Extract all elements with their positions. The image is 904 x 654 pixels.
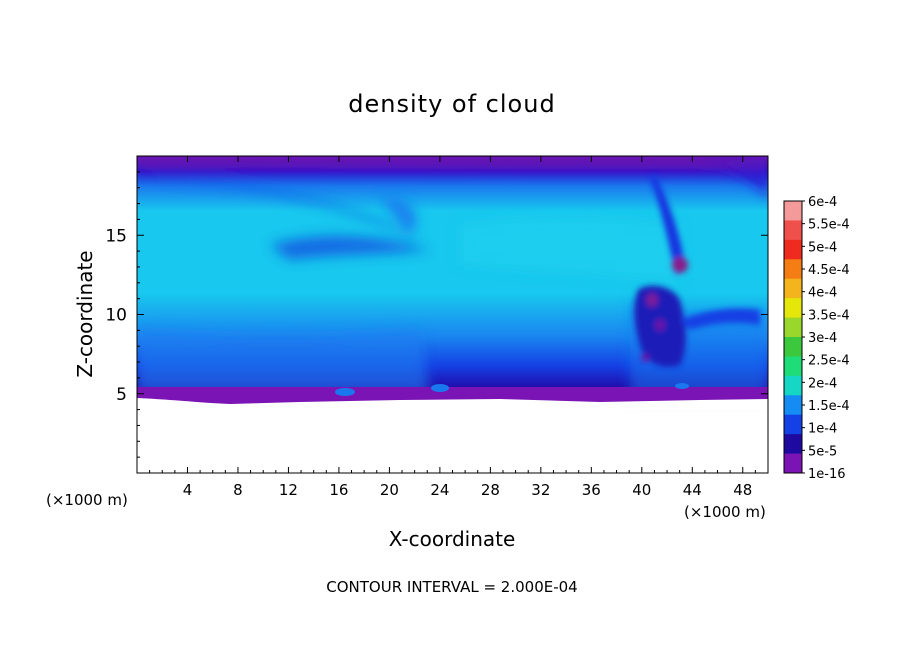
y-tick-label: 10 [105, 306, 127, 326]
x-tick-label: 12 [279, 481, 298, 499]
x-tick-label: 24 [430, 481, 449, 499]
x-tick-label: 32 [531, 481, 550, 499]
colorbar-label: 1e-4 [808, 422, 837, 437]
x-tick-label: 28 [481, 481, 500, 499]
x-tick-label: 48 [733, 481, 752, 499]
x-tick-label: 40 [632, 481, 651, 499]
heatmap-field [137, 156, 768, 410]
colorbar-swatch [784, 278, 802, 299]
colorbar-swatch [784, 220, 802, 241]
colorbar-swatch [784, 434, 802, 455]
x-tick-label: 16 [329, 481, 348, 499]
colorbar-swatch [784, 453, 802, 474]
colorbar-label: 2.5e-4 [808, 354, 850, 369]
colorbar-swatch [784, 239, 802, 260]
colorbar-swatch [784, 201, 802, 221]
y-tick-label: 15 [105, 226, 127, 246]
x-axis: 4 8 12 16 20 24 28 32 36 40 44 48 [149, 156, 756, 499]
colorbar-label: 3e-4 [808, 331, 837, 346]
colorbar-swatch [784, 414, 802, 435]
x-unit-label-left: (×1000 m) [46, 491, 128, 509]
colorbar-swatch [784, 298, 802, 319]
colorbar-label: 4.5e-4 [808, 263, 850, 278]
colorbar-swatch [784, 259, 802, 280]
colorbar-swatch [784, 395, 802, 416]
colorbar-label: 3.5e-4 [808, 308, 850, 323]
x-unit-label-right: (×1000 m) [684, 503, 766, 521]
boundary-layer [137, 383, 768, 410]
colorbar-label: 1.5e-4 [808, 399, 850, 414]
colorbar-label: 1e-16 [808, 467, 846, 482]
y-tick-label: 5 [116, 385, 127, 405]
x-tick-label: 36 [582, 481, 601, 499]
x-tick-label: 4 [183, 481, 193, 499]
x-tick-label: 8 [233, 481, 243, 499]
colorbar-label: 5e-4 [808, 240, 837, 255]
colorbar-label: 2e-4 [808, 376, 837, 391]
colorbar-label: 5.5e-4 [808, 218, 850, 233]
colorbar-label: 6e-4 [808, 195, 837, 210]
colorbar-swatch [784, 356, 802, 377]
colorbar-label: 5e-5 [808, 444, 837, 459]
field-structures [137, 156, 768, 400]
x-axis-title: X-coordinate [389, 527, 516, 551]
y-axis: 5 10 15 [105, 171, 768, 458]
x-tick-label: 44 [683, 481, 702, 499]
convective-plume [634, 175, 760, 367]
colorbar-swatch [784, 375, 802, 396]
chart-title: density of cloud [348, 90, 555, 118]
colorbar-swatch [784, 317, 802, 338]
colorbar-label: 4e-4 [808, 286, 837, 301]
contour-interval-footer: CONTOUR INTERVAL = 2.000E-04 [326, 578, 577, 596]
colorbar: 6e-4 5.5e-4 5e-4 4.5e-4 4e-4 3.5e-4 3e-4 2.5e-4… [783, 195, 850, 482]
y-axis-title: Z-coordinate [73, 250, 97, 377]
colorbar-swatch [784, 337, 802, 357]
x-tick-label: 20 [380, 481, 399, 499]
